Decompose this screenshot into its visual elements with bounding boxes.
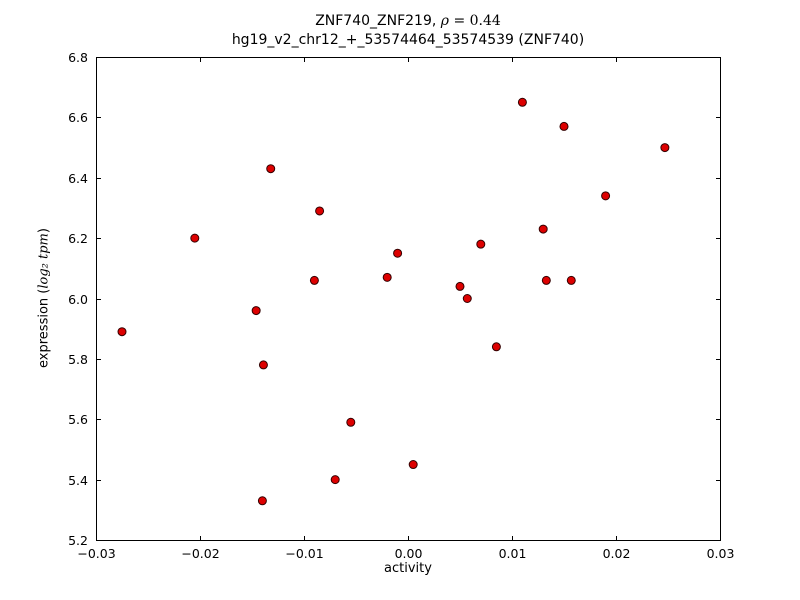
chart-title: ZNF740_ZNF219, ρ = 0.44 [96,12,720,31]
data-point [566,275,576,285]
data-point [190,233,200,243]
data-point [559,121,569,131]
x-axis-label: activity [384,561,432,576]
y-axis-label: expression (log₂ tpm) [37,228,52,368]
chart-title-prefix: ZNF740_ZNF219, [315,13,441,29]
data-point [541,275,551,285]
y-tick-label: 5.2 [68,533,88,548]
y-tick-label: 5.4 [68,473,88,488]
y-tick-label: 6.8 [68,50,88,65]
data-point [346,417,356,427]
data-point [455,281,465,291]
data-point [408,460,418,470]
y-tick-label: 6.6 [68,110,88,125]
y-axis-label-suffix: ) [36,228,52,234]
x-tick-label: −0.03 [77,546,115,561]
y-tick-label: 6.0 [68,292,88,307]
x-tick-label: 0.03 [707,546,735,561]
data-point [257,496,267,506]
data-point [393,248,403,258]
data-point [538,224,548,234]
data-point [117,327,127,337]
chart-title-block: ZNF740_ZNF219, ρ = 0.44 hg19_v2_chr12_+_… [96,12,720,50]
data-point [266,164,276,174]
x-tick-label: −0.02 [181,546,219,561]
x-tick-label: −0.01 [285,546,323,561]
x-tick-label: 0.02 [603,546,631,561]
data-point [315,206,325,216]
rho-symbol: ρ [440,13,449,29]
y-axis-label-math: log₂ tpm [36,233,52,289]
data-point [309,275,319,285]
x-tick-label: 0.00 [395,546,423,561]
y-axis-label-prefix: expression ( [36,288,52,368]
data-point [517,97,527,107]
data-point [601,191,611,201]
data-point [462,294,472,303]
y-tick-label: 6.4 [68,171,88,186]
y-tick-label: 6.2 [68,231,88,246]
y-tick-label: 5.8 [68,352,88,367]
x-tick-label: 0.01 [499,546,527,561]
y-tick-label: 5.6 [68,412,88,427]
data-point [660,143,670,153]
data-point [382,272,392,282]
chart-subtitle: hg19_v2_chr12_+_53574464_53574539 (ZNF74… [231,31,585,48]
data-point [258,360,268,370]
data-point [476,239,486,249]
rho-value: = 0.44 [449,13,501,29]
plot-frame [96,57,721,541]
data-point [330,475,340,485]
data-point [251,306,261,316]
data-point [491,342,501,352]
